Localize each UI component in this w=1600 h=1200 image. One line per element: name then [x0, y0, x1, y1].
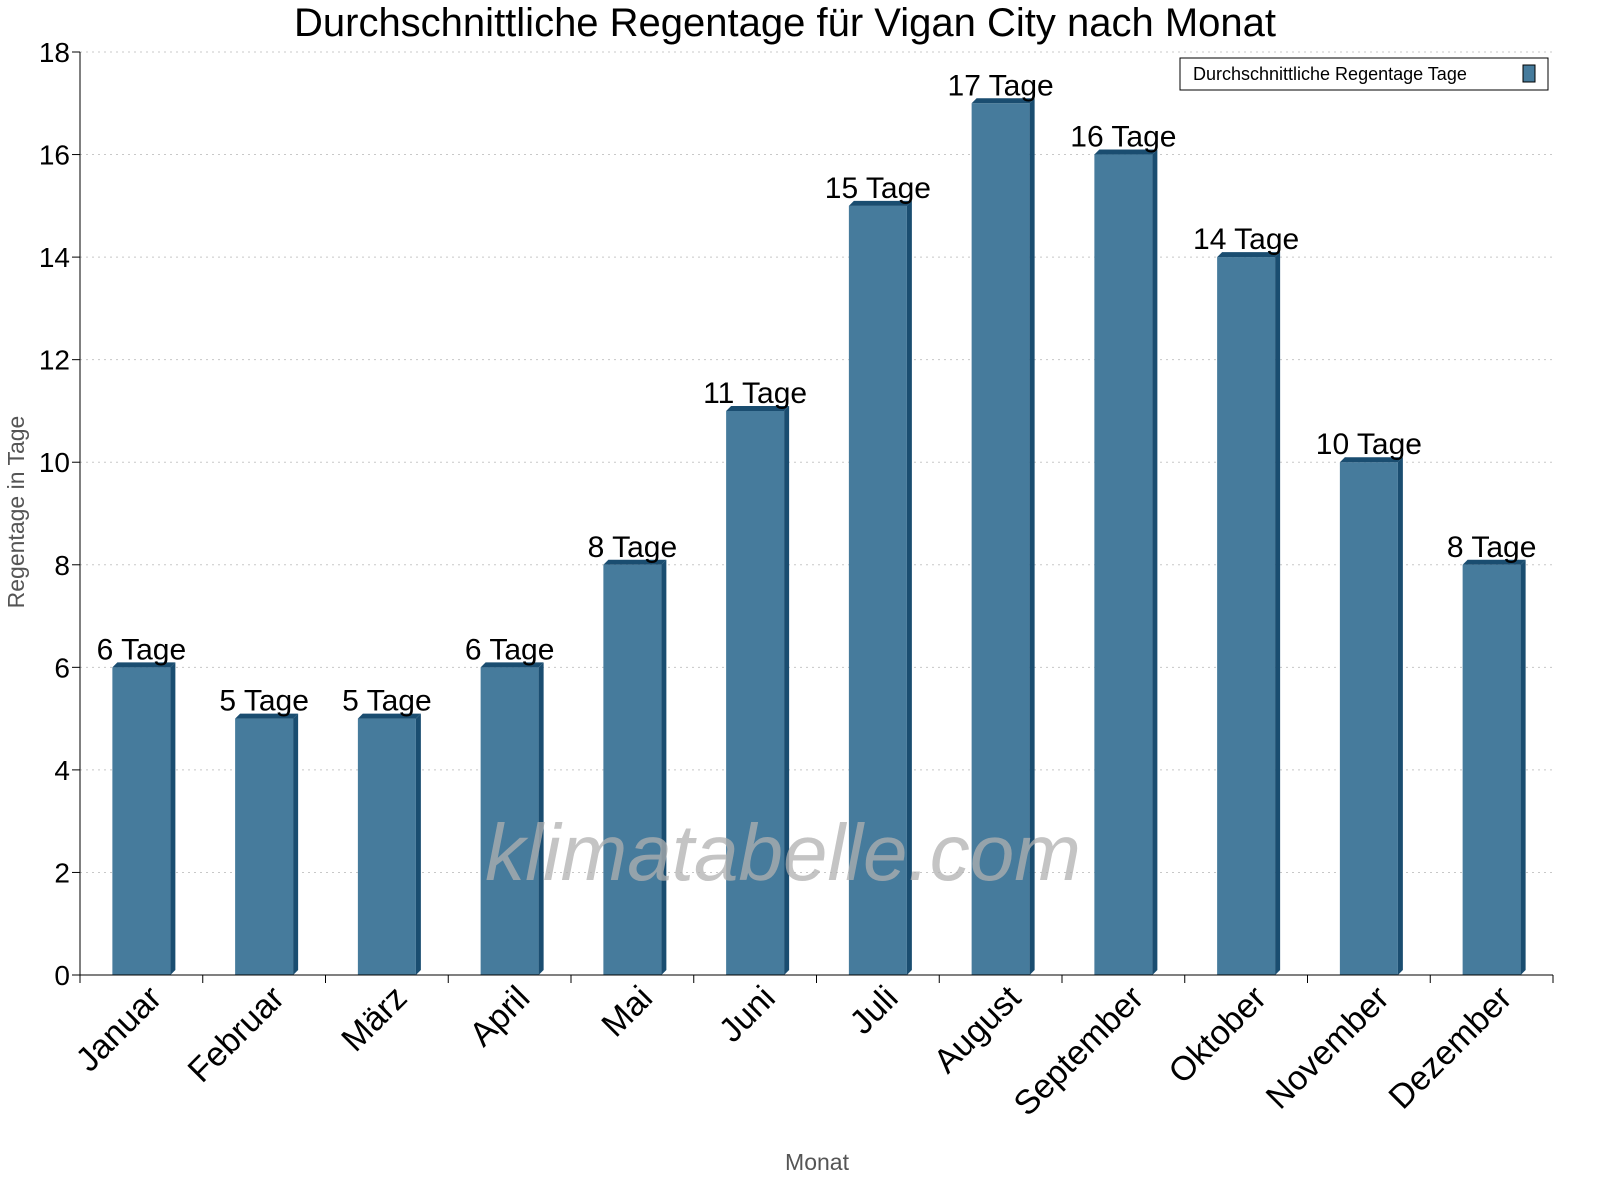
y-tick-label: 8: [54, 550, 70, 581]
bar-top: [357, 713, 421, 719]
data-label: 17 Tage: [948, 69, 1054, 102]
bar: [971, 98, 1035, 976]
watermark: klimatabelle.com: [485, 808, 1081, 897]
bar: [357, 713, 421, 975]
x-tick-label: April: [462, 979, 537, 1054]
bar: [1339, 457, 1403, 975]
data-label: 10 Tage: [1316, 428, 1422, 461]
legend-box: [1179, 57, 1549, 91]
bar-top: [603, 559, 667, 565]
bar: [1217, 252, 1281, 976]
bar-side: [1397, 457, 1403, 975]
bar-face: [726, 410, 785, 975]
y-tick-label: 2: [54, 857, 70, 888]
x-tick-label: Februar: [181, 979, 292, 1090]
data-label: 8 Tage: [1447, 531, 1537, 564]
y-tick-label: 10: [39, 447, 70, 478]
bar: [726, 405, 790, 975]
bar-side: [1520, 559, 1526, 975]
bar-top: [112, 662, 176, 668]
bars: 6 Tage 5 Tage 5 Tage 6 Tage 8 Tage 11 Tage 15 …: [97, 69, 1537, 976]
legend: Durchschnittliche Regentage Tage: [1179, 57, 1549, 91]
bar-side: [1029, 98, 1035, 976]
x-tick-label: März: [334, 979, 414, 1059]
bar: [848, 200, 912, 976]
y-tick-label: 14: [39, 242, 70, 273]
data-label: 11 Tage: [703, 377, 807, 410]
data-label: 16 Tage: [1070, 121, 1176, 154]
bar-face: [848, 205, 907, 976]
y-axis-label: Regentage in Tage: [3, 416, 29, 609]
bar-side: [415, 713, 421, 975]
bar: [235, 713, 299, 975]
data-label: 15 Tage: [825, 172, 931, 205]
data-label: 5 Tage: [219, 685, 309, 718]
bar-face: [112, 667, 171, 975]
bar-side: [170, 662, 176, 975]
bar-face: [1462, 564, 1521, 975]
bar-side: [1152, 149, 1158, 976]
bar-side: [293, 713, 299, 975]
bar-top: [1217, 252, 1281, 258]
bar-top: [480, 662, 544, 668]
data-label: 5 Tage: [342, 685, 432, 718]
bar-top: [1339, 457, 1403, 463]
y-tick-label: 0: [54, 960, 70, 991]
y-tick-label: 16: [39, 140, 70, 171]
bar-face: [1094, 154, 1153, 976]
x-tick-label: Dezember: [1382, 979, 1520, 1117]
bar: [112, 662, 176, 975]
bar-side: [906, 200, 912, 976]
bar-side: [661, 559, 667, 975]
bar-side: [538, 662, 544, 975]
x-tick-label: August: [927, 978, 1029, 1080]
bar-top: [848, 200, 912, 206]
bar-side: [784, 405, 790, 975]
bar-face: [480, 667, 539, 975]
bar: [1094, 149, 1158, 976]
y-tick-label: 4: [54, 755, 70, 786]
bar: [480, 662, 544, 975]
bar-face: [235, 718, 294, 975]
x-tick-label: November: [1259, 979, 1397, 1117]
data-label: 6 Tage: [465, 633, 555, 666]
x-tick-label: Juli: [843, 979, 906, 1042]
data-label: 8 Tage: [588, 531, 678, 564]
bar-face: [603, 564, 662, 975]
x-ticks: Januar Februar März April Mai Juni Juli AugustS…: [69, 975, 1554, 1123]
data-label: 14 Tage: [1193, 223, 1299, 256]
y-tick-label: 12: [39, 345, 70, 376]
bar-face: [1339, 462, 1398, 975]
bar-face: [357, 718, 416, 975]
y-tick-label: 6: [54, 652, 70, 683]
x-axis-label: Monat: [785, 1149, 850, 1175]
bar-face: [971, 103, 1030, 976]
bar-top: [1462, 559, 1526, 565]
x-tick-label: Oktober: [1161, 979, 1273, 1091]
bar-side: [1275, 252, 1281, 976]
bar-top: [726, 405, 790, 411]
y-ticks: 0 2 4 6 8 10 12 14 16 18: [39, 37, 80, 991]
bar: [1462, 559, 1526, 975]
data-label: 6 Tage: [97, 633, 187, 666]
x-tick-label: September: [1007, 979, 1151, 1123]
bar-face: [1217, 257, 1276, 976]
x-tick-label: Januar: [69, 979, 169, 1079]
x-tick-label: Mai: [594, 979, 660, 1045]
x-tick-label: Juni: [712, 979, 783, 1050]
bar-top: [1094, 149, 1158, 155]
y-tick-label: 18: [39, 37, 70, 68]
bar: [603, 559, 667, 975]
bar-top: [971, 98, 1035, 104]
legend-swatch: [1522, 64, 1536, 83]
chart-title: Durchschnittliche Regentage für Vigan Ci…: [294, 1, 1276, 45]
legend-label: Durchschnittliche Regentage Tage: [1193, 64, 1467, 84]
grid-lines: [80, 51, 1553, 873]
bar-top: [235, 713, 299, 719]
